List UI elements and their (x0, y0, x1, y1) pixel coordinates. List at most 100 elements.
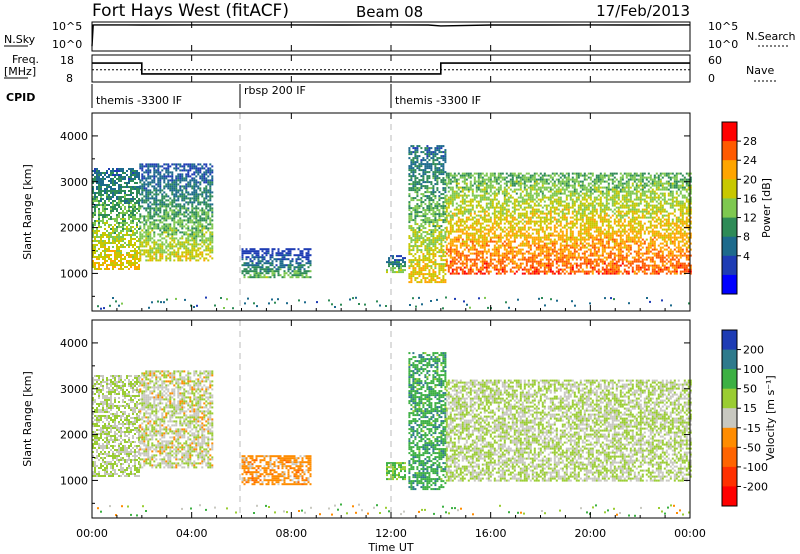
echo-cell-0 (116, 216, 118, 218)
echo-cell-5 (529, 188, 532, 191)
echo-cell-5 (449, 198, 452, 201)
echo-cell-1 (147, 173, 150, 176)
echo-cell-2 (285, 272, 288, 275)
echo-cell-5 (535, 210, 538, 213)
echo-cell-1 (187, 247, 190, 250)
echo-cell-0 (122, 228, 124, 230)
echo-cell-0 (104, 228, 106, 230)
echo-cell-0 (98, 256, 100, 258)
echo-cell-0 (102, 242, 104, 244)
echo-cell-4 (428, 177, 431, 180)
echo-cell-0 (130, 176, 132, 178)
echo-cell-0 (124, 196, 126, 198)
echo-cell-0 (138, 206, 140, 208)
echo-cell-1 (191, 191, 194, 194)
echo-cell-5 (495, 260, 498, 263)
echo-cell-4 (420, 225, 423, 228)
echo-cell-5 (547, 178, 550, 181)
echo-cell-0 (128, 246, 130, 248)
echo-cell-5 (481, 244, 484, 247)
echo-cell-5 (497, 226, 500, 229)
echo-cell-5 (453, 250, 456, 253)
echo-cell-5 (537, 216, 540, 219)
echo-cell-4 (412, 247, 415, 250)
echo-cell-5 (535, 222, 538, 225)
echo-cell-5 (463, 254, 466, 257)
echo-cell-5 (455, 250, 458, 253)
echo-cell-5 (479, 272, 482, 275)
echo-cell-2 (297, 248, 300, 251)
echo-cell-5 (475, 228, 478, 231)
echo-cell-5 (547, 262, 550, 265)
echo-cell-0 (98, 240, 100, 242)
echo-cell-5 (467, 212, 470, 215)
echo-cell-1 (145, 223, 148, 226)
echo-cell-5 (545, 270, 548, 273)
echo-cell-1 (161, 215, 164, 218)
echo-cell-1 (205, 253, 208, 256)
echo-cell-1 (161, 177, 164, 180)
echo-cell-5 (455, 258, 458, 261)
echo-cell-5 (475, 206, 478, 209)
echo-cell-5 (519, 212, 522, 215)
echo-cell-4 (432, 239, 435, 242)
echo-cell-5 (513, 272, 516, 275)
echo-cell-0 (134, 238, 136, 240)
echo-cell-4 (424, 231, 427, 234)
echo-cell-4 (436, 263, 439, 266)
echo-cell-1 (193, 179, 196, 182)
echo-cell-4 (436, 167, 439, 170)
echo-cell-0 (92, 256, 94, 258)
echo-cell-4 (430, 229, 433, 232)
echo-cell-5 (461, 238, 464, 241)
echo-cell-5 (549, 252, 552, 255)
echo-cell-4 (440, 193, 443, 196)
echo-cell-1 (201, 165, 204, 168)
echo-cell-5 (547, 266, 550, 269)
echo-cell-2 (305, 276, 308, 279)
echo-cell-5 (451, 176, 454, 179)
echo-cell-1 (163, 167, 166, 170)
echo-cell-5 (465, 188, 468, 191)
echo-cell-2 (241, 258, 244, 261)
echo-cell-0 (108, 248, 110, 250)
echo-cell-5 (453, 240, 456, 243)
echo-cell-4 (430, 241, 433, 244)
echo-cell-1 (183, 215, 186, 218)
echo-cell-5 (543, 204, 546, 207)
echo-cell-4 (436, 207, 439, 210)
echo-cell-5 (481, 182, 484, 185)
echo-cell-4 (422, 173, 425, 176)
echo-cell-4 (410, 215, 413, 218)
echo-cell-1 (179, 165, 182, 168)
echo-cell-4 (436, 275, 439, 278)
echo-cell-4 (416, 273, 419, 276)
echo-cell-1 (187, 203, 190, 206)
echo-cell-0 (114, 192, 116, 194)
echo-cell-5 (527, 222, 530, 225)
echo-cell-5 (481, 246, 484, 249)
echo-cell-0 (94, 196, 96, 198)
echo-cell-5 (533, 254, 536, 257)
echo-cell-0 (94, 178, 96, 180)
echo-cell-1 (195, 239, 198, 242)
echo-cell-1 (151, 217, 154, 220)
echo-cell-2 (263, 252, 266, 255)
echo-cell-5 (507, 208, 510, 211)
freq-label: Freq. (12, 53, 39, 66)
echo-cell-5 (461, 260, 464, 263)
echo-cell-5 (449, 180, 452, 183)
echo-cell-0 (134, 174, 136, 176)
echo-cell-4 (442, 209, 445, 212)
echo-cell-5 (471, 204, 474, 207)
echo-cell-5 (515, 252, 518, 255)
echo-cell-5 (527, 240, 530, 243)
echo-cell-1 (141, 183, 144, 186)
echo-cell-1 (195, 213, 198, 216)
echo-cell-1 (187, 257, 190, 260)
echo-cell-1 (143, 189, 146, 192)
echo-cell-5 (475, 258, 478, 261)
echo-cell-1 (155, 183, 158, 186)
echo-cell-4 (414, 229, 417, 232)
echo-cell-5 (487, 180, 490, 183)
